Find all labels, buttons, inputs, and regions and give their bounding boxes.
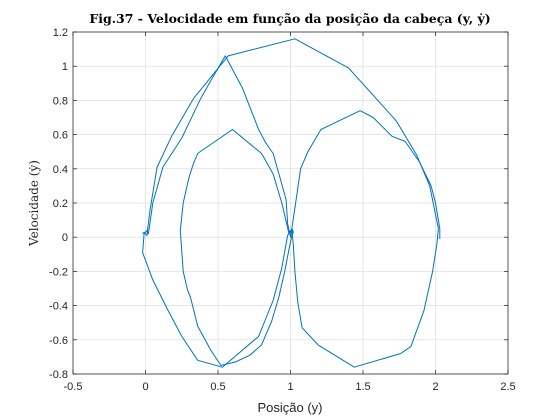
y-tick-label: 0.6 [53,130,68,142]
x-tick-label: 2.5 [500,381,515,393]
y-tick-label: 0.8 [53,95,68,107]
y-tick-label: -0.4 [49,301,68,313]
x-tick-label: 1.5 [355,381,370,393]
x-tick-labels: -0.5 0 0.5 1 1.5 2 2.5 [64,381,516,393]
axis-ticks [72,31,509,375]
y-tick-label: -0.6 [49,335,68,347]
x-axis-title: Posição (y) [257,400,322,415]
y-tick-label: 0.4 [53,164,68,176]
trajectory-line-2 [142,55,441,368]
x-tick-label: -0.5 [64,381,83,393]
x-tick-label: 0.5 [210,381,225,393]
y-tick-label: -0.8 [49,369,68,381]
x-tick-label: 0 [142,381,148,393]
y-tick-labels: -0.8 -0.6 -0.4 -0.2 0 0.2 0.4 0.6 0.8 1 1.2 [49,27,68,381]
x-tick-label: 1 [287,381,293,393]
y-axis-title: Velocidade (ẏ) [27,160,41,247]
y-tick-label: 0 [62,232,68,244]
y-tick-label: 1.2 [53,27,68,39]
y-tick-label: -0.2 [49,266,68,278]
trajectory-series [142,38,441,368]
x-tick-label: 2 [432,381,438,393]
y-tick-label: 1 [62,61,68,73]
chart-title: Fig.37 - Velocidade em função da posição… [89,11,490,26]
y-tick-label: 0.2 [53,198,68,210]
